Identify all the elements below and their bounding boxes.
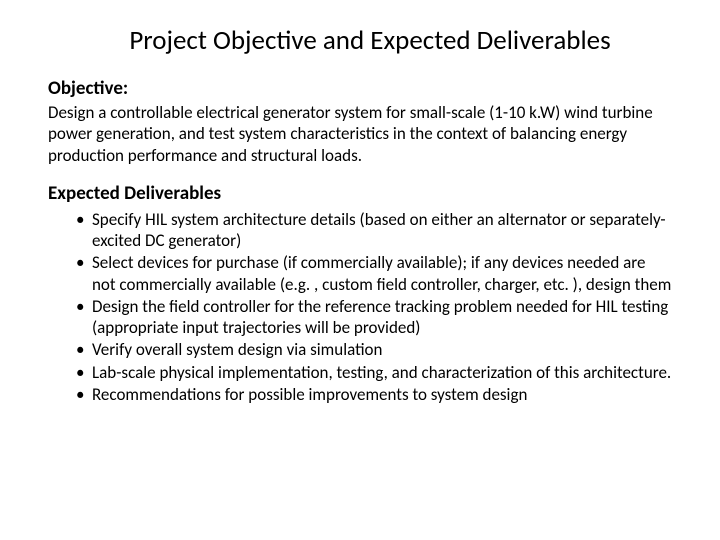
list-item: Verify overall system design via simulat… — [76, 339, 672, 360]
objective-header: Objective: — [48, 77, 672, 100]
objective-text: Design a controllable electrical generat… — [48, 102, 672, 166]
list-item: Recommendations for possible improvement… — [76, 384, 672, 405]
slide-title: Project Objective and Expected Deliverab… — [68, 24, 672, 57]
list-item: Select devices for purchase (if commerci… — [76, 252, 672, 295]
deliverables-list: Specify HIL system architecture details … — [48, 209, 672, 405]
list-item: Lab-scale physical implementation, testi… — [76, 362, 672, 383]
deliverables-header: Expected Deliverables — [48, 182, 672, 205]
list-item: Design the field controller for the refe… — [76, 296, 672, 339]
list-item: Specify HIL system architecture details … — [76, 209, 672, 252]
